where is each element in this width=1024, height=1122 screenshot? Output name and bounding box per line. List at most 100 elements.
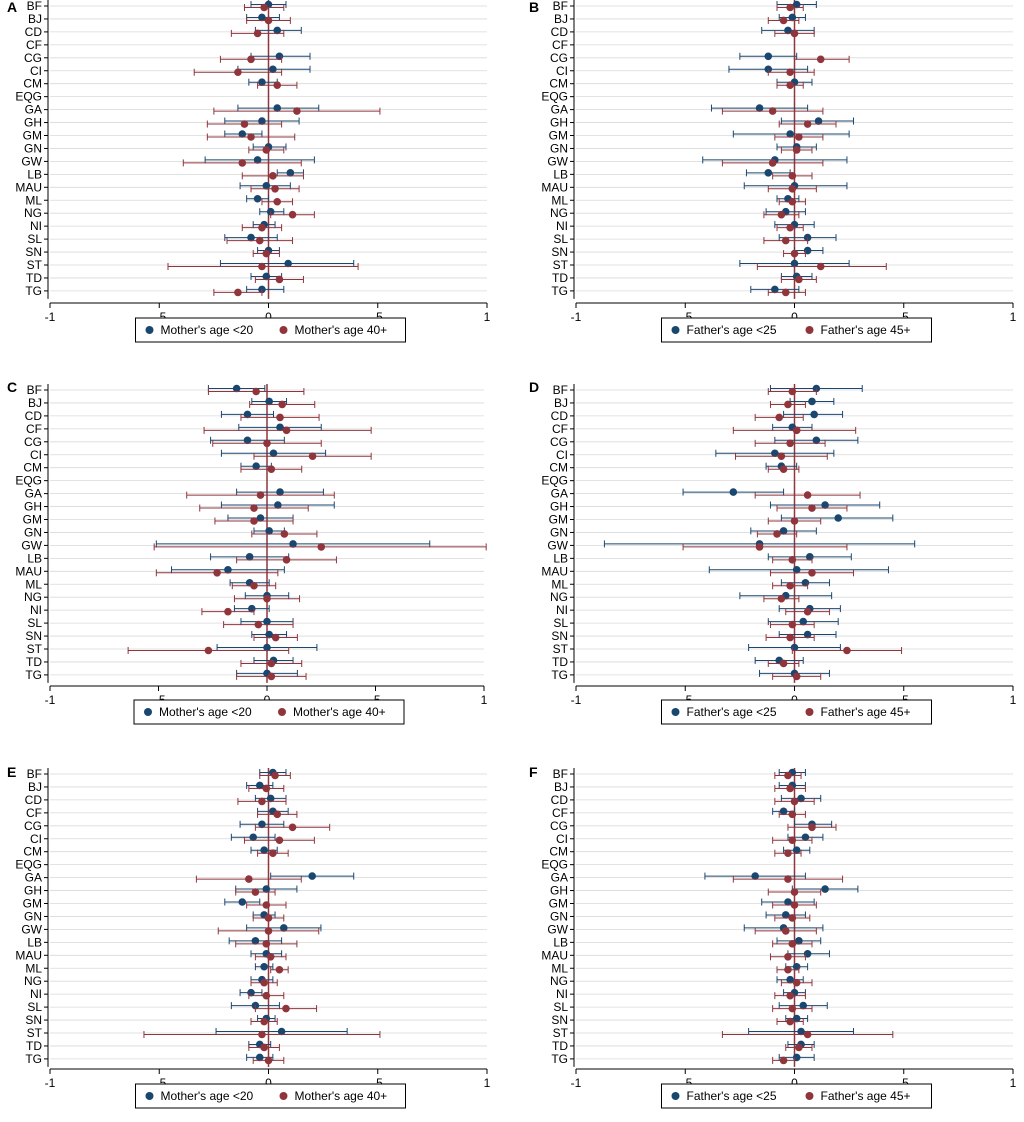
country-label-gw: GW [547, 154, 568, 168]
point-estimate-cf [282, 426, 291, 435]
point-estimate-gh [258, 117, 266, 125]
point-estimate-gw [279, 924, 288, 932]
country-label-gw: GW [547, 922, 568, 936]
point-estimate-ni [786, 991, 794, 1000]
point-estimate-cm [267, 465, 276, 474]
country-label-ng: NG [550, 206, 568, 220]
point-estimate-sn [260, 1017, 268, 1026]
country-label-ng: NG [550, 590, 568, 604]
point-estimate-ci [269, 449, 278, 458]
legend-marker [805, 326, 814, 334]
country-label-eqg: EQG [15, 90, 42, 104]
point-estimate-sn [271, 633, 280, 642]
country-label-tg: TG [551, 284, 568, 298]
country-label-cg: CG [24, 51, 42, 65]
legend-box [135, 1083, 406, 1109]
legend-label: Father's age <25 [687, 705, 777, 719]
point-estimate-ng [260, 978, 268, 987]
country-label-cm: CM [549, 77, 568, 91]
x-tick-label: 0 [791, 1076, 798, 1090]
point-estimate-cg [812, 436, 821, 445]
point-estimate-bj [278, 400, 286, 409]
point-estimate-bf [784, 771, 792, 780]
point-estimate-gm [834, 514, 842, 522]
country-label-sn: SN [25, 245, 42, 259]
point-estimate-ci [771, 449, 779, 458]
legend-marker [671, 326, 680, 334]
point-estimate-tg [792, 672, 801, 681]
legend: Father's age <25 Father's age 45+ [661, 1083, 932, 1109]
point-estimate-ci [275, 836, 284, 845]
point-estimate-lb [788, 940, 797, 948]
point-estimate-td [275, 275, 284, 284]
point-estimate-ci [786, 68, 794, 77]
country-label-gh: GH [550, 116, 568, 130]
point-estimate-cg [786, 439, 794, 448]
country-label-gm: GM [549, 129, 568, 143]
x-tick-label: -1 [571, 1076, 582, 1090]
point-estimate-lb [245, 553, 254, 561]
point-estimate-ga [293, 107, 301, 115]
point-estimate-ga [308, 872, 317, 880]
point-estimate-st [816, 262, 825, 271]
country-label-mau: MAU [541, 180, 568, 194]
point-estimate-ci [777, 452, 786, 461]
country-label-ga: GA [25, 487, 42, 501]
legend-marker [278, 708, 286, 716]
legend-marker [145, 326, 154, 334]
point-estimate-ni [803, 607, 812, 616]
point-estimate-st [790, 259, 799, 268]
country-label-cd: CD [551, 793, 569, 807]
country-label-gn: GN [24, 525, 42, 539]
x-tick-label: .5 [373, 310, 383, 324]
x-tick-label: 1 [481, 693, 488, 707]
point-estimate-cf [273, 810, 282, 819]
point-estimate-cd [790, 29, 799, 38]
point-estimate-ng [263, 594, 271, 603]
country-label-mau: MAU [15, 948, 42, 962]
country-label-cd: CD [25, 793, 43, 807]
legend: Mother's age <20 Mother's age 40+ [133, 699, 405, 725]
point-estimate-bf [260, 3, 268, 12]
country-label-ng: NG [550, 974, 568, 988]
point-estimate-cg [816, 55, 825, 64]
point-estimate-st [204, 646, 213, 655]
point-estimate-ga [751, 872, 759, 880]
point-estimate-cd [810, 410, 818, 419]
point-estimate-sl [263, 617, 271, 626]
country-label-ml: ML [551, 193, 568, 207]
point-estimate-cg [288, 823, 297, 832]
point-estimate-gn [788, 914, 797, 922]
point-estimate-ni [258, 223, 266, 232]
country-label-sl: SL [27, 1000, 42, 1014]
country-label-sn: SN [551, 1013, 568, 1027]
x-tick-label: .5 [373, 1076, 383, 1090]
legend-label: Father's age 45+ [821, 323, 911, 337]
point-estimate-bf [252, 387, 260, 396]
country-label-cf: CF [552, 422, 568, 436]
country-label-ga: GA [551, 487, 568, 501]
point-estimate-ml [275, 965, 284, 974]
point-estimate-cm [792, 846, 801, 854]
point-estimate-cd [258, 797, 266, 806]
country-label-gm: GM [23, 897, 42, 911]
point-estimate-mau [784, 953, 792, 961]
x-tick-label: -1 [45, 310, 56, 324]
point-estimate-gw [317, 543, 326, 551]
point-estimate-tg [234, 288, 242, 297]
point-estimate-lb [795, 937, 803, 945]
point-estimate-st [258, 262, 266, 271]
point-estimate-bf [232, 384, 241, 393]
point-estimate-td [262, 272, 271, 281]
country-label-ni: NI [556, 603, 568, 617]
panel-label: D [529, 379, 539, 395]
panel-a: A BFBJCDCFCGCICMEQGGAGHGMGNGWLBMAUMLNGNIS… [7, 0, 491, 343]
point-estimate-gh [803, 120, 812, 128]
point-estimate-tg [255, 1053, 264, 1062]
country-label-bf: BF [27, 0, 42, 13]
country-label-cd: CD [551, 409, 569, 423]
panel-label: E [7, 764, 16, 780]
point-estimate-gn [262, 146, 271, 154]
point-estimate-gh [251, 888, 260, 896]
x-tick-label: 1 [1010, 693, 1017, 707]
